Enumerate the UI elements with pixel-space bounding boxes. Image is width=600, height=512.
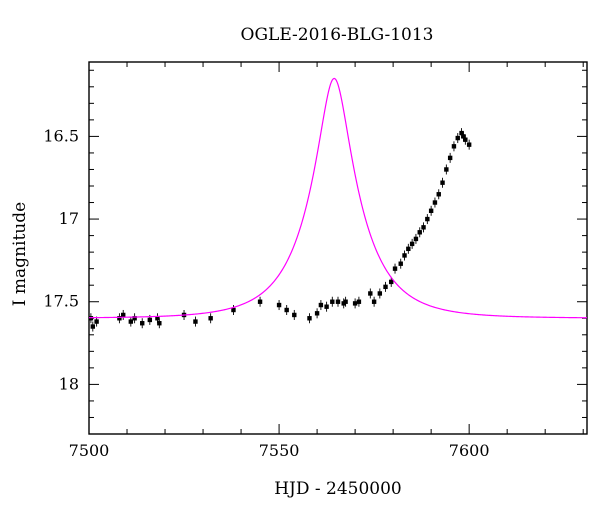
- x-tick-label: 7550: [259, 441, 300, 460]
- data-point: [425, 216, 430, 222]
- y-axis-label: I magnitude: [10, 202, 30, 306]
- data-point: [368, 291, 373, 296]
- data-point: [402, 253, 407, 258]
- data-point: [461, 134, 466, 139]
- data-point: [128, 319, 134, 324]
- data-point: [335, 299, 341, 304]
- data-point: [314, 311, 320, 316]
- data-point: [343, 299, 348, 304]
- data-point: [140, 321, 145, 326]
- data-point: [117, 316, 122, 321]
- data-point: [459, 130, 464, 136]
- data-point: [398, 261, 403, 266]
- data-point: [417, 230, 422, 235]
- data-point: [147, 317, 153, 323]
- data-point: [90, 324, 96, 329]
- data-point: [406, 246, 411, 252]
- data-point: [276, 302, 282, 308]
- data-point: [231, 307, 236, 313]
- data-points: [88, 128, 472, 332]
- data-point: [208, 316, 213, 321]
- data-point: [409, 241, 415, 247]
- data-point: [307, 316, 312, 321]
- data-point: [284, 307, 289, 313]
- x-tick-labels: 7500 7550 7600: [69, 441, 490, 460]
- data-point: [389, 279, 394, 285]
- data-point: [466, 142, 472, 147]
- x-tick-label: 7500: [69, 441, 110, 460]
- y-tick-label: 18: [59, 374, 79, 393]
- data-point: [292, 312, 297, 318]
- data-point: [257, 299, 263, 304]
- x-tick-label: 7600: [449, 441, 490, 460]
- data-point: [444, 167, 449, 172]
- data-point: [447, 155, 453, 161]
- data-point: [392, 266, 398, 271]
- data-point: [413, 236, 419, 242]
- data-point: [451, 144, 457, 149]
- data-point: [157, 321, 162, 326]
- y-tick-labels: 16.5 17 17.5 18: [43, 126, 79, 393]
- data-point: [193, 319, 198, 324]
- y-tick-label: 17: [59, 209, 79, 228]
- x-axis-label: HJD - 2450000: [274, 479, 402, 499]
- model-curve: [88, 77, 588, 319]
- data-point: [455, 135, 460, 141]
- data-point: [377, 291, 383, 296]
- y-tick-label: 16.5: [43, 126, 79, 145]
- data-point: [383, 284, 388, 290]
- data-point: [318, 302, 324, 308]
- data-point: [436, 192, 441, 197]
- data-point: [94, 319, 99, 324]
- data-point: [121, 312, 126, 318]
- data-point: [432, 200, 438, 205]
- data-point: [132, 316, 137, 321]
- data-point: [330, 299, 335, 304]
- data-point: [463, 137, 468, 142]
- data-point: [421, 225, 426, 230]
- plot-frame: [88, 61, 588, 435]
- data-point: [428, 208, 434, 213]
- data-point: [155, 316, 160, 321]
- data-point: [371, 299, 377, 304]
- data-point: [352, 301, 358, 306]
- y-tick-label: 17.5: [43, 292, 79, 311]
- chart-title: OGLE-2016-BLG-1013: [241, 25, 434, 45]
- axis-ticks: [88, 62, 587, 434]
- data-point: [324, 304, 329, 309]
- data-point: [440, 180, 445, 185]
- data-point: [356, 299, 362, 304]
